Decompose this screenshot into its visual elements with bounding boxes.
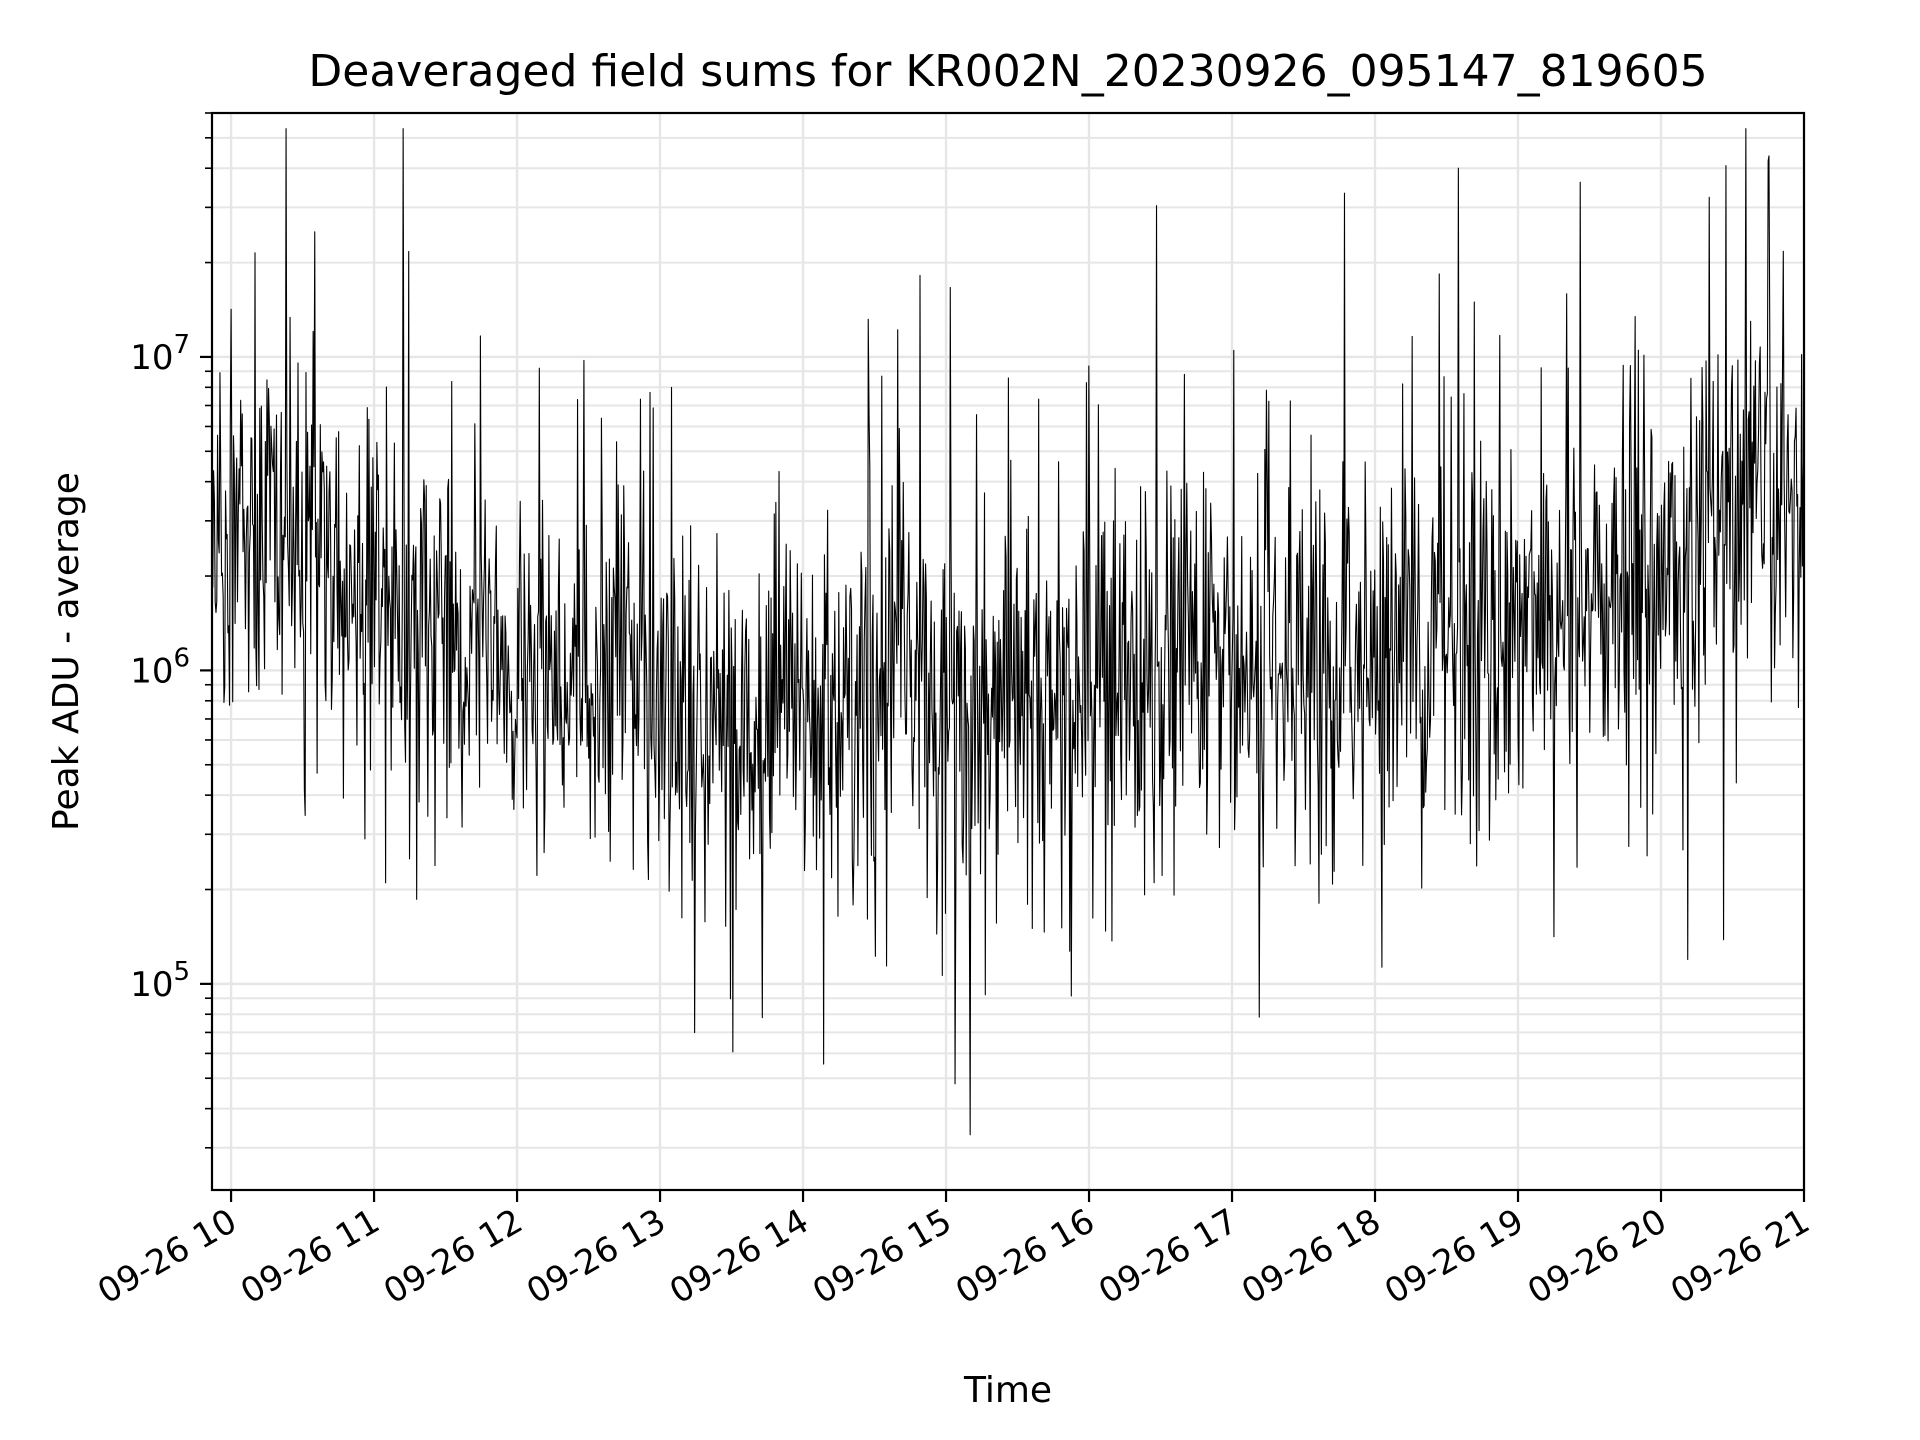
data-series [211, 128, 1805, 1136]
series-line [211, 128, 1805, 1136]
chart-title: Deaveraged field sums for KR002N_2023092… [308, 46, 1707, 97]
y-tick-base: 10 [130, 338, 173, 378]
y-axis-label: Peak ADU - average [46, 472, 87, 831]
y-tick-exponent: 6 [173, 643, 190, 673]
plot-frame [210, 111, 1806, 1192]
y-tick-label: 107 [130, 330, 190, 378]
y-tick-label: 105 [130, 957, 190, 1005]
y-tick-base: 10 [130, 651, 173, 691]
x-axis-label: Time [963, 1370, 1052, 1411]
y-tick-base: 10 [130, 965, 173, 1005]
y-tick-label: 106 [130, 643, 190, 691]
y-tick-exponent: 5 [173, 957, 190, 987]
y-tick-exponent: 7 [173, 330, 190, 360]
